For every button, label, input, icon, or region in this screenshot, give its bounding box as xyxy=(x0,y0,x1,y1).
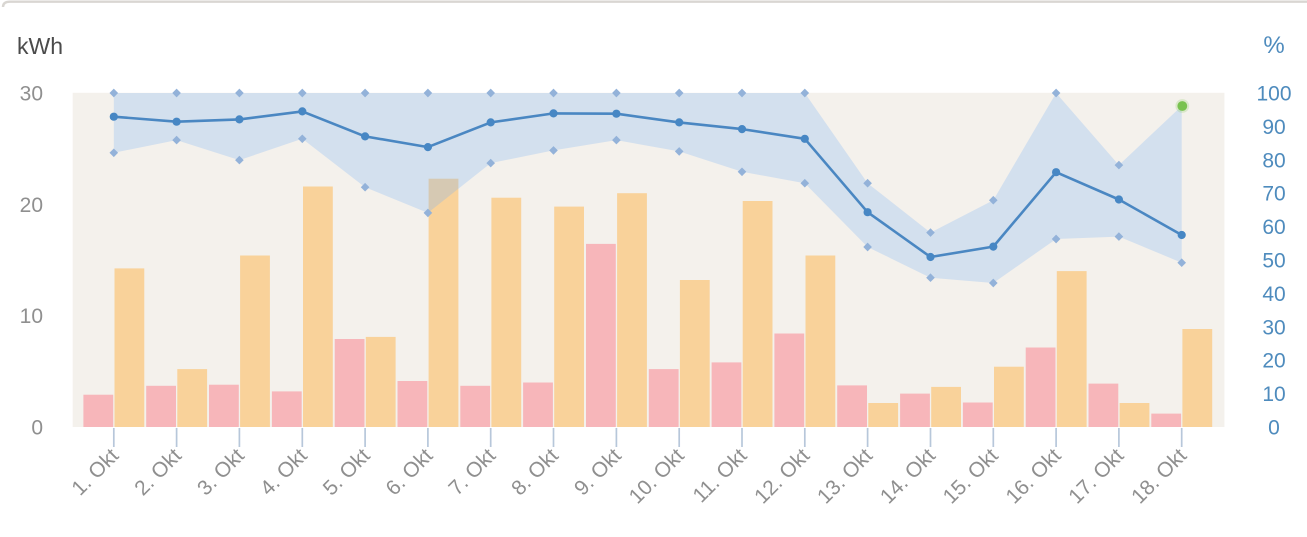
svg-text:30: 30 xyxy=(1262,316,1285,339)
svg-text:30: 30 xyxy=(20,83,43,106)
svg-text:%: % xyxy=(1263,32,1284,59)
svg-text:70: 70 xyxy=(1262,183,1285,206)
svg-text:10: 10 xyxy=(20,305,43,328)
svg-text:40: 40 xyxy=(1262,283,1285,306)
svg-text:20: 20 xyxy=(20,194,43,217)
svg-text:50: 50 xyxy=(1262,250,1285,273)
svg-text:80: 80 xyxy=(1262,149,1285,172)
svg-text:100: 100 xyxy=(1256,83,1291,106)
svg-text:60: 60 xyxy=(1262,216,1285,239)
svg-text:20: 20 xyxy=(1262,350,1285,373)
svg-text:kWh: kWh xyxy=(17,33,63,59)
svg-text:0: 0 xyxy=(1268,417,1280,440)
svg-text:0: 0 xyxy=(31,417,43,440)
svg-text:10: 10 xyxy=(1262,383,1285,406)
svg-text:90: 90 xyxy=(1262,116,1285,139)
